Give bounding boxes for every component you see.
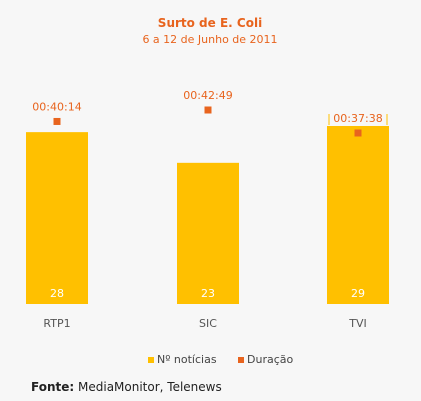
bar-sic	[177, 162, 239, 304]
category-label: TVI	[348, 317, 367, 330]
category-label: RTP1	[43, 317, 70, 330]
duration-marker	[204, 106, 212, 114]
chart-title: Surto de E. Coli	[158, 16, 262, 30]
chart-subtitle: 6 a 12 de Junho de 2011	[142, 33, 277, 46]
legend-label-duracao: Duração	[247, 353, 293, 366]
duration-label: 00:37:38	[333, 112, 382, 125]
legend-label-noticias: Nº notícias	[157, 353, 217, 366]
plot-area: 28 RTP1 00:40:14 23 SIC 00:42:49 29 TVI 00:37:38	[26, 89, 389, 330]
duration-label: 00:40:14	[32, 100, 81, 113]
bar-rtp1	[26, 132, 88, 304]
bar-value-label: 23	[201, 287, 215, 300]
source-note: Fonte: MediaMonitor, Telenews	[31, 380, 222, 394]
bar-value-label: 29	[351, 287, 365, 300]
legend-swatch-noticias	[148, 357, 154, 363]
bar-value-label: 28	[50, 287, 64, 300]
legend: Nº notícias Duração	[148, 353, 293, 366]
duration-marker	[53, 117, 61, 125]
source-text: MediaMonitor, Telenews	[78, 380, 222, 394]
category-label: SIC	[199, 317, 217, 330]
duration-label: 00:42:49	[183, 89, 232, 102]
bar-tvi	[327, 126, 389, 304]
legend-swatch-duracao	[238, 357, 244, 363]
source-label: Fonte:	[31, 380, 75, 394]
duration-marker	[354, 129, 362, 137]
highlight-bracket	[328, 114, 388, 125]
